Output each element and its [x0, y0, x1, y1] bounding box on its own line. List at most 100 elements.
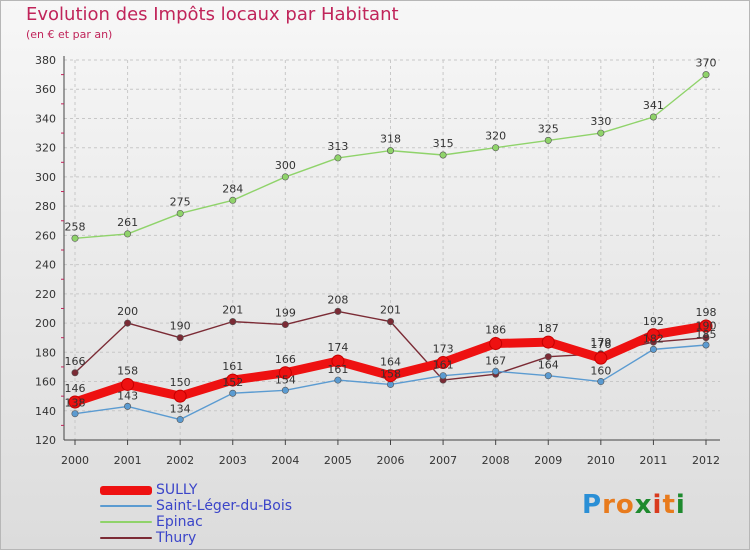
data-label: 158 [380, 367, 401, 380]
data-label: 143 [117, 389, 138, 402]
x-tick-label: 2005 [324, 454, 352, 467]
data-point [176, 334, 184, 342]
legend-item-epinac: Epinac [100, 514, 292, 530]
data-point [229, 389, 237, 397]
data-label: 201 [380, 304, 401, 317]
chart-legend: SULLY Saint-Léger-du-Bois Epinac Thury [100, 482, 292, 546]
data-point [176, 416, 184, 424]
data-label: 179 [590, 336, 611, 349]
data-label: 164 [380, 356, 401, 369]
legend-label-saint-leger: Saint-Léger-du-Bois [156, 498, 293, 514]
y-tick-label: 300 [35, 171, 56, 184]
data-label: 341 [643, 99, 664, 112]
data-point [331, 354, 345, 368]
y-tick-label: 180 [35, 346, 56, 359]
x-tick-label: 2000 [61, 454, 89, 467]
data-label: 152 [222, 376, 243, 389]
data-point [386, 380, 394, 388]
y-tick-label: 340 [35, 112, 56, 125]
y-tick-label: 320 [35, 142, 56, 155]
data-point [68, 395, 82, 409]
data-label: 176 [590, 338, 611, 351]
data-point [544, 372, 552, 380]
data-point [71, 369, 79, 377]
data-label: 201 [222, 304, 243, 317]
data-label: 174 [327, 341, 348, 354]
logo-letter: o [615, 490, 635, 520]
data-point [281, 321, 289, 329]
x-tick-label: 2012 [692, 454, 720, 467]
data-label: 199 [275, 307, 296, 320]
data-point [541, 335, 555, 349]
y-tick-label: 220 [35, 288, 56, 301]
legend-swatch-sully [100, 485, 152, 495]
data-label: 325 [538, 122, 559, 135]
data-label: 186 [485, 324, 506, 337]
y-tick-label: 140 [35, 405, 56, 418]
data-point [439, 151, 447, 159]
data-label: 154 [275, 373, 296, 386]
x-tick-label: 2003 [219, 454, 247, 467]
proxiti-logo: Proxiti [582, 490, 686, 520]
x-tick-label: 2010 [587, 454, 615, 467]
data-point [649, 345, 657, 353]
data-point [702, 334, 710, 342]
y-tick-label: 360 [35, 83, 56, 96]
legend-label-sully: SULLY [156, 482, 198, 498]
data-point [278, 366, 292, 380]
data-label: 370 [696, 57, 717, 70]
data-point [649, 113, 657, 121]
data-point [386, 147, 394, 155]
data-point [702, 341, 710, 349]
data-point [71, 234, 79, 242]
data-label: 313 [327, 140, 348, 153]
chart-subtitle: (en € et par an) [26, 28, 113, 41]
data-point [436, 356, 450, 370]
data-label: 185 [696, 328, 717, 341]
data-point [492, 367, 500, 375]
y-tick-label: 240 [35, 259, 56, 272]
x-tick-label: 2002 [166, 454, 194, 467]
y-tick-label: 380 [35, 54, 56, 67]
data-point [281, 386, 289, 394]
data-label: 161 [433, 359, 454, 372]
data-label: 187 [538, 322, 559, 335]
data-point [594, 351, 608, 365]
x-tick-label: 2006 [377, 454, 405, 467]
data-label: 315 [433, 137, 454, 150]
data-label: 161 [222, 360, 243, 373]
data-point [173, 389, 187, 403]
logo-letter: i [675, 490, 686, 520]
data-label: 164 [538, 359, 559, 372]
data-label: 182 [643, 332, 664, 345]
logo-letter: P [582, 490, 603, 520]
data-label: 134 [170, 403, 191, 416]
data-point [646, 328, 660, 342]
y-tick-label: 260 [35, 229, 56, 242]
data-label: 208 [327, 293, 348, 306]
data-label: 320 [485, 130, 506, 143]
logo-letter: t [662, 490, 676, 520]
data-label: 192 [643, 315, 664, 328]
data-label: 150 [170, 376, 191, 389]
x-tick-label: 2008 [482, 454, 510, 467]
logo-letter: x [634, 490, 653, 520]
legend-label-epinac: Epinac [156, 514, 203, 530]
data-label: 275 [170, 195, 191, 208]
data-point [71, 410, 79, 418]
data-label: 160 [590, 365, 611, 378]
data-label: 146 [65, 382, 86, 395]
data-label: 318 [380, 133, 401, 146]
data-point [439, 372, 447, 380]
data-label: 166 [275, 353, 296, 366]
data-label: 300 [275, 159, 296, 172]
data-label: 284 [222, 182, 243, 195]
data-label: 190 [170, 320, 191, 333]
logo-letter: i [652, 490, 663, 520]
data-point [334, 307, 342, 315]
legend-swatch-saint-leger [100, 505, 152, 507]
data-point [386, 318, 394, 326]
chart-title: Evolution des Impôts locaux par Habitant [26, 4, 399, 25]
